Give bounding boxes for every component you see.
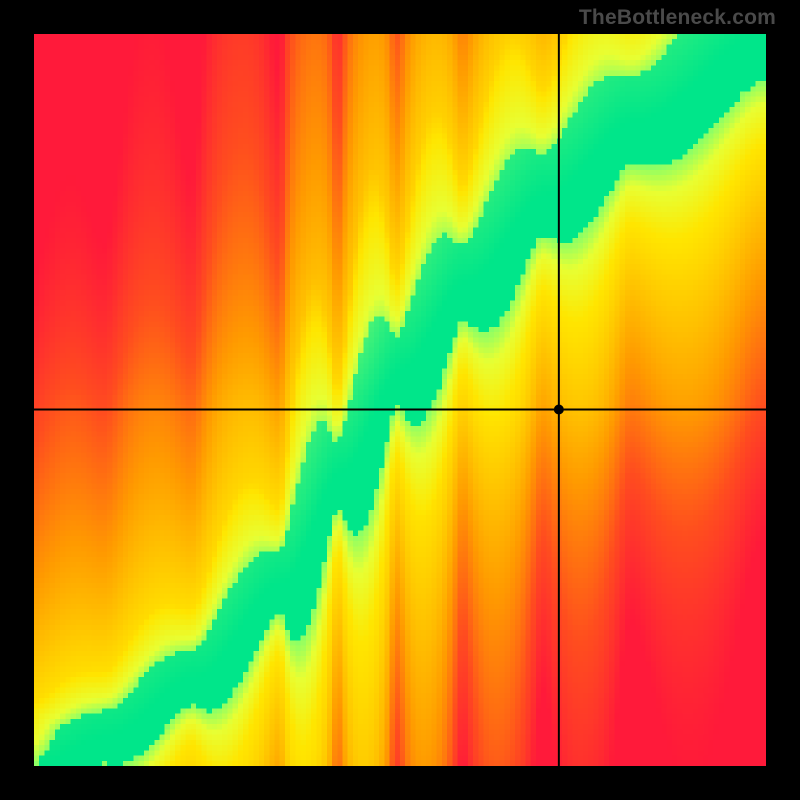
watermark-text: TheBottleneck.com: [579, 6, 776, 30]
heatmap-canvas: [34, 34, 766, 766]
chart-container: TheBottleneck.com: [0, 0, 800, 800]
